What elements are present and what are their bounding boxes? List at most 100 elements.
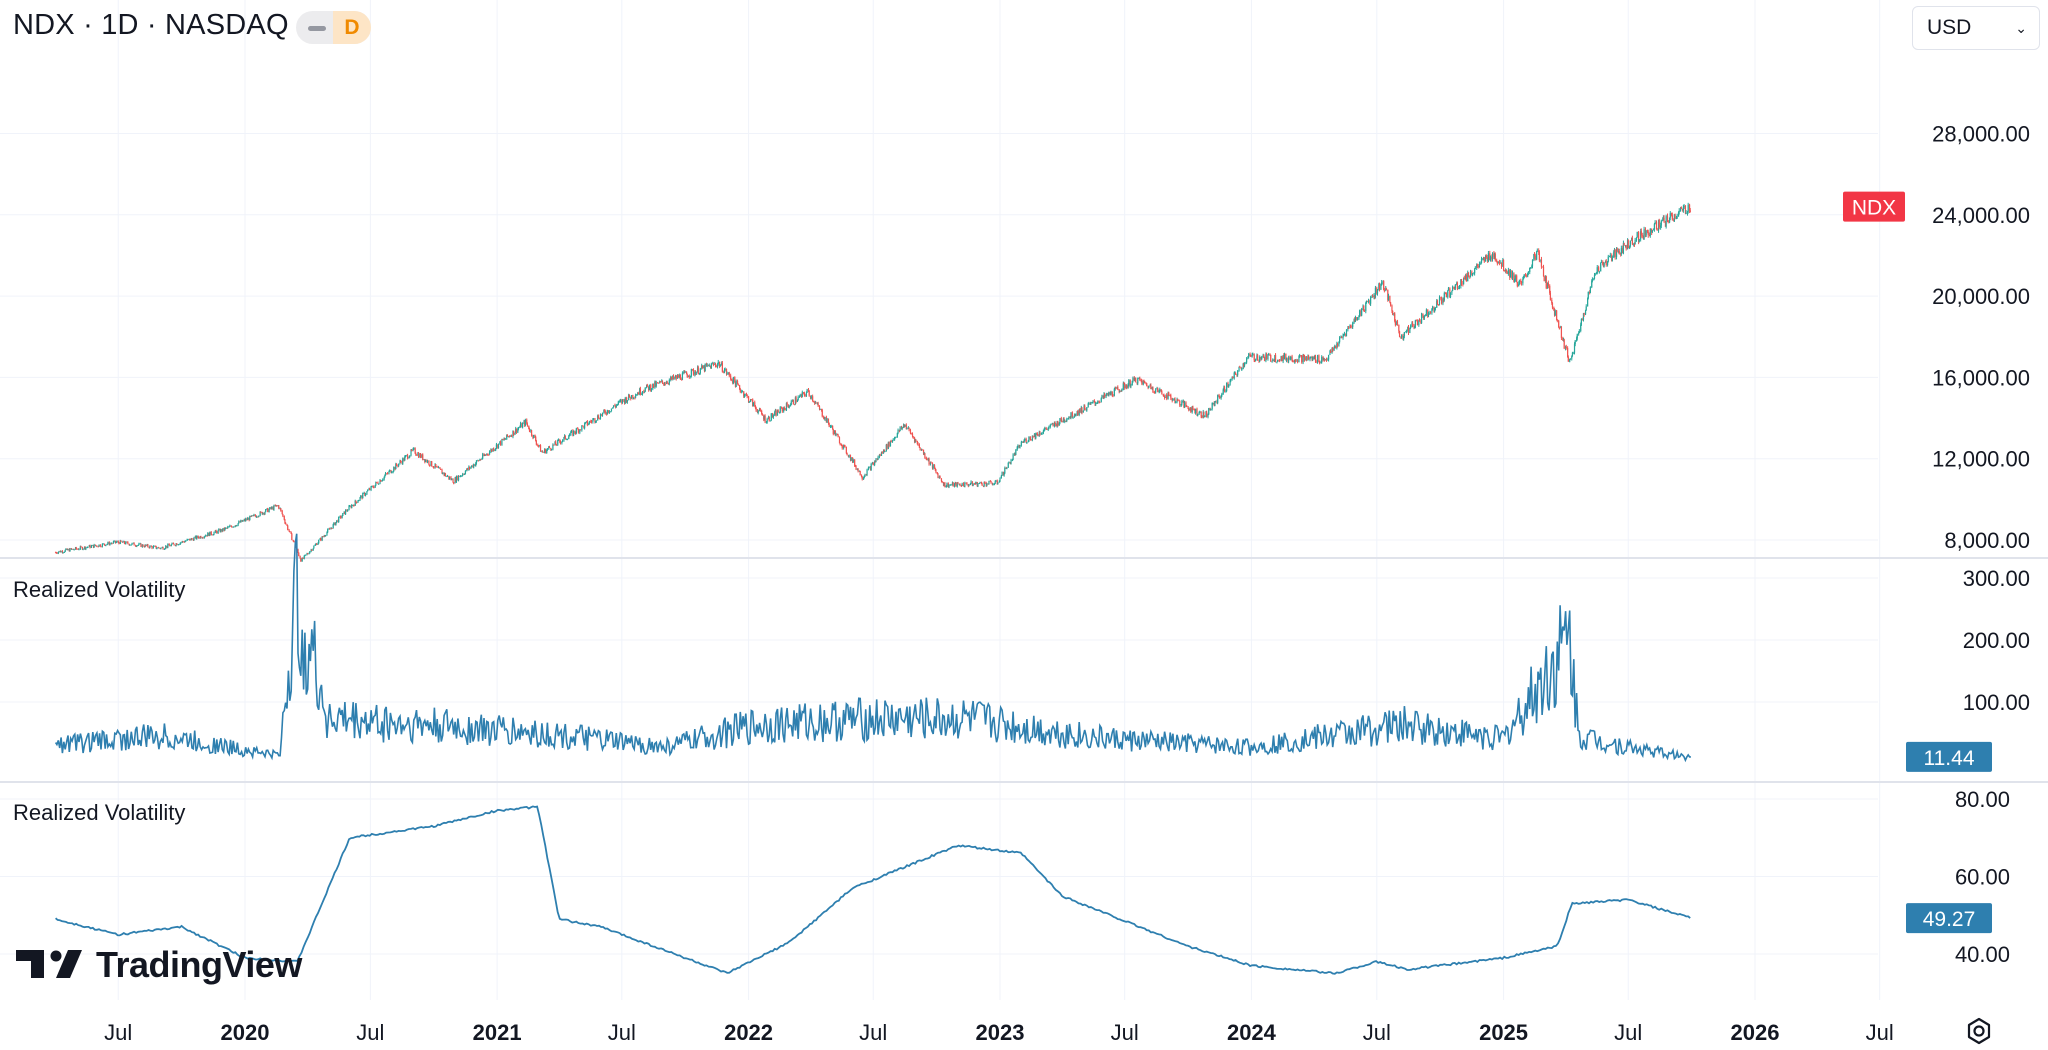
tradingview-logo[interactable]: TradingView xyxy=(16,944,302,986)
candle-body xyxy=(466,468,469,470)
candle-body xyxy=(1113,389,1115,396)
candle-body xyxy=(378,483,380,485)
candle-body xyxy=(1195,408,1197,414)
candle-body xyxy=(1598,267,1600,272)
symbol-title[interactable]: NDX · 1D · NASDAQ xyxy=(13,9,289,41)
candle-body xyxy=(960,485,963,487)
candle-body xyxy=(628,394,630,398)
volatility-axis-tick-label: 80.00 xyxy=(1955,787,2010,812)
candle-body xyxy=(1164,396,1166,398)
candle-body xyxy=(391,472,393,474)
candle-body xyxy=(1688,204,1691,211)
candle-body xyxy=(821,410,823,417)
candle-body xyxy=(681,379,683,381)
candle-body xyxy=(155,545,157,549)
candle-body xyxy=(621,400,623,404)
candle-body xyxy=(1250,355,1252,357)
candle-body xyxy=(279,508,281,510)
candle-body xyxy=(1277,359,1279,362)
candle-body xyxy=(1186,405,1188,407)
candle-body xyxy=(1511,271,1513,278)
candle-body xyxy=(95,545,97,547)
candle-body xyxy=(1023,440,1025,443)
candle-body xyxy=(1391,305,1393,311)
candle-body xyxy=(1278,359,1280,361)
realized-volatility-pane-1[interactable]: 11.44 xyxy=(54,533,1992,772)
market-status-pill[interactable]: D xyxy=(296,11,371,44)
candle-body xyxy=(1343,335,1345,337)
candle-body xyxy=(261,511,263,515)
candle-body xyxy=(501,439,503,445)
candle-body xyxy=(1203,411,1205,417)
candle-body xyxy=(142,544,144,547)
candle-body xyxy=(172,543,174,545)
candle-body xyxy=(219,529,221,533)
candle-body xyxy=(943,482,945,486)
price-pane[interactable]: NDX xyxy=(54,191,1905,562)
candle-body xyxy=(152,546,154,549)
realized-volatility-pane-2[interactable]: 49.27 xyxy=(55,805,1992,975)
candle-body xyxy=(420,453,422,458)
candle-body xyxy=(765,422,768,424)
candle-body xyxy=(1629,246,1631,249)
candle-body xyxy=(460,475,462,477)
candle-body xyxy=(1119,390,1121,392)
candle-body xyxy=(1518,283,1520,287)
candle-body xyxy=(530,430,532,432)
candle-body xyxy=(646,384,648,387)
candle-body xyxy=(1199,411,1201,413)
candle-body xyxy=(273,505,275,510)
candle-body xyxy=(778,412,781,414)
candle-body xyxy=(96,545,98,547)
candle-body xyxy=(885,444,887,452)
candle-body xyxy=(195,536,197,539)
candle-body xyxy=(141,544,143,547)
currency-selector[interactable]: USD ⌄ xyxy=(1912,6,2040,50)
volatility-pane-2-title[interactable]: Realized Volatility xyxy=(13,800,186,825)
candle-body xyxy=(904,424,906,427)
candle-body xyxy=(1657,219,1660,231)
candle-body xyxy=(1132,377,1134,381)
candle-body xyxy=(358,500,360,502)
candle-body xyxy=(1156,387,1158,390)
candle-body xyxy=(1100,398,1102,402)
candle-body xyxy=(63,551,66,553)
candle-body xyxy=(584,423,586,429)
candle-body xyxy=(1649,228,1651,236)
candle-body xyxy=(251,515,253,517)
candle-body xyxy=(815,402,817,404)
candle-body xyxy=(894,437,896,440)
candle-body xyxy=(404,456,406,461)
candle-body xyxy=(1108,392,1110,396)
candle-body xyxy=(657,382,659,384)
candle-body xyxy=(1289,357,1291,360)
candle-body xyxy=(932,465,934,469)
candle-body xyxy=(1563,339,1565,349)
candle-body xyxy=(1396,321,1399,325)
candle-body xyxy=(1294,360,1296,363)
candle-body xyxy=(1215,401,1217,403)
candle-body xyxy=(807,389,810,391)
candle-body xyxy=(1136,382,1138,384)
candle-body xyxy=(1549,285,1551,293)
candle-body xyxy=(1303,355,1305,357)
candle-body xyxy=(1061,420,1063,423)
candle-body xyxy=(443,472,445,475)
candle-body xyxy=(1318,355,1320,363)
candle-body xyxy=(1560,326,1563,338)
volatility-pane-1-title[interactable]: Realized Volatility xyxy=(13,577,186,602)
candle-body xyxy=(1249,353,1251,356)
candle-body xyxy=(1538,252,1540,261)
candle-body xyxy=(1660,225,1662,228)
candle-body xyxy=(1376,287,1378,294)
candle-body xyxy=(319,538,321,541)
settings-icon[interactable] xyxy=(1964,1016,1994,1046)
candle-body xyxy=(139,543,141,545)
candle-body xyxy=(1187,406,1189,409)
candle-body xyxy=(270,507,272,509)
candle-body xyxy=(930,462,932,464)
candle-body xyxy=(482,454,484,459)
candle-body xyxy=(108,542,110,545)
candle-body xyxy=(349,505,351,507)
